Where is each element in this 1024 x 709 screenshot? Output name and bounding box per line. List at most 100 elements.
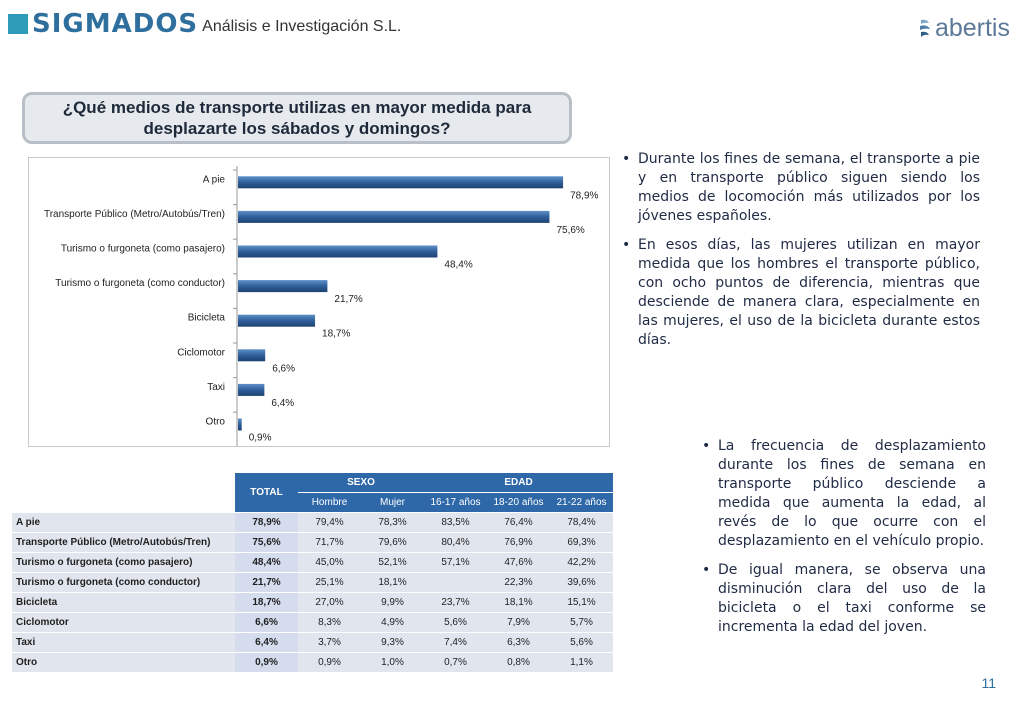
logo-text: SIGMADOS bbox=[32, 9, 199, 39]
table-cell: 83,5% bbox=[424, 512, 487, 533]
table-cell: 57,1% bbox=[424, 552, 487, 573]
table-cell: 76,4% bbox=[487, 512, 550, 533]
table-cell: 22,3% bbox=[487, 572, 550, 593]
bar bbox=[238, 383, 265, 396]
category-label: Transporte Público (Metro/Autobús/Tren) bbox=[44, 209, 225, 220]
abertis-wordmark: abertis bbox=[934, 14, 1010, 42]
row-label: Turismo o furgoneta (como conductor) bbox=[12, 572, 235, 593]
bar bbox=[238, 210, 550, 223]
cell-total: 18,7% bbox=[235, 592, 298, 613]
table-cell: 79,4% bbox=[298, 512, 361, 533]
value-label: 18,7% bbox=[322, 329, 350, 340]
bar bbox=[238, 418, 242, 431]
row-label: Otro bbox=[12, 652, 235, 673]
row-label: Taxi bbox=[12, 632, 235, 653]
table-cell: 18,1% bbox=[487, 592, 550, 613]
bullets-top: Durante los fines de semana, el transpor… bbox=[620, 150, 980, 360]
bar bbox=[238, 245, 438, 258]
table-cell: 42,2% bbox=[550, 552, 613, 573]
table-cell: 9,3% bbox=[361, 632, 424, 653]
sigmados-logo: SIGMADOS Análisis e Investigación S.L. bbox=[8, 9, 402, 39]
table-cell: 9,9% bbox=[361, 592, 424, 613]
table-cell bbox=[424, 572, 487, 593]
bar-chart-svg: A pie 78,9% Transporte Público (Metro/Auto… bbox=[44, 166, 599, 446]
bar bbox=[238, 176, 564, 189]
row-label: Transporte Público (Metro/Autobús/Tren) bbox=[12, 532, 235, 553]
table-cell: 0,8% bbox=[487, 652, 550, 673]
table-cell: 0,9% bbox=[298, 652, 361, 673]
table-cell: 3,7% bbox=[298, 632, 361, 653]
table-cell: 15,1% bbox=[550, 592, 613, 613]
bullets-bottom: La frecuencia de desplazamiento durante … bbox=[700, 437, 986, 647]
subheader-mujer: Mujer bbox=[361, 492, 424, 513]
subheader-18-20: 18-20 años bbox=[487, 492, 550, 513]
category-label: Turismo o furgoneta (como pasajero) bbox=[61, 244, 225, 255]
table-cell: 79,6% bbox=[361, 532, 424, 553]
table-cell: 25,1% bbox=[298, 572, 361, 593]
table-cell: 5,6% bbox=[424, 612, 487, 633]
page-number: 11 bbox=[981, 675, 996, 691]
category-label: A pie bbox=[203, 174, 226, 185]
table-row: Transporte Público (Metro/Autobús/Tren) 7… bbox=[12, 532, 613, 553]
cell-total: 78,9% bbox=[235, 512, 298, 533]
subheader-16-17: 16-17 años bbox=[424, 492, 487, 513]
cell-total: 6,6% bbox=[235, 612, 298, 633]
value-label: 6,4% bbox=[271, 398, 294, 409]
bar bbox=[238, 349, 266, 362]
table-cell: 80,4% bbox=[424, 532, 487, 553]
logo-square-icon bbox=[8, 14, 28, 34]
header-sexo: SEXO bbox=[298, 473, 424, 493]
table-cell: 47,6% bbox=[487, 552, 550, 573]
abertis-mark-icon bbox=[919, 19, 930, 37]
table-row: Taxi 6,4% 3,7% 9,3% 7,4% 6,3% 5,6% bbox=[12, 632, 613, 653]
row-label: Turismo o furgoneta (como pasajero) bbox=[12, 552, 235, 573]
table-cell: 7,9% bbox=[487, 612, 550, 633]
subheader-21-22: 21-22 años bbox=[550, 492, 613, 513]
table-row: Turismo o furgoneta (como pasajero) 48,4%… bbox=[12, 552, 613, 573]
category-label: Taxi bbox=[207, 382, 225, 393]
question-text: ¿Qué medios de transporte utilizas en ma… bbox=[62, 98, 532, 138]
category-label: Bicicleta bbox=[188, 313, 226, 324]
header-total: TOTAL bbox=[235, 473, 298, 513]
bullet-item: Durante los fines de semana, el transpor… bbox=[620, 150, 980, 226]
table-row: Ciclomotor 6,6% 8,3% 4,9% 5,6% 7,9% 5,7% bbox=[12, 612, 613, 633]
bar bbox=[238, 314, 316, 327]
bullet-item: La frecuencia de desplazamiento durante … bbox=[700, 437, 986, 551]
cell-total: 48,4% bbox=[235, 552, 298, 573]
value-label: 78,9% bbox=[570, 190, 598, 201]
abertis-logo: abertis bbox=[918, 14, 1010, 43]
row-label: Ciclomotor bbox=[12, 612, 235, 633]
cell-total: 21,7% bbox=[235, 572, 298, 593]
table-row: Bicicleta 18,7% 27,0% 9,9% 23,7% 18,1% 15,1% bbox=[12, 592, 613, 613]
row-label: A pie bbox=[12, 512, 235, 533]
bullet-item: De igual manera, se observa una disminuc… bbox=[700, 561, 986, 637]
table-cell: 23,7% bbox=[424, 592, 487, 613]
table-cell: 4,9% bbox=[361, 612, 424, 633]
table-cell: 76,9% bbox=[487, 532, 550, 553]
table-cell: 39,6% bbox=[550, 572, 613, 593]
subheader-hombre: Hombre bbox=[298, 492, 361, 513]
header-edad: EDAD bbox=[424, 473, 613, 493]
value-label: 48,4% bbox=[444, 260, 472, 271]
table-row: A pie 78,9% 79,4% 78,3% 83,5% 76,4% 78,4% bbox=[12, 512, 613, 533]
table-corner bbox=[12, 473, 235, 513]
results-table: TOTAL SEXO EDAD Hombre Mujer 16-17 años … bbox=[12, 473, 613, 673]
value-label: 0,9% bbox=[249, 433, 272, 444]
category-label: Turismo o furgoneta (como conductor) bbox=[55, 278, 225, 289]
table-cell: 0,7% bbox=[424, 652, 487, 673]
table-cell: 8,3% bbox=[298, 612, 361, 633]
category-label: Otro bbox=[206, 417, 226, 428]
table-row: Otro 0,9% 0,9% 1,0% 0,7% 0,8% 1,1% bbox=[12, 652, 613, 673]
value-label: 6,6% bbox=[272, 363, 295, 374]
table-cell: 5,7% bbox=[550, 612, 613, 633]
question-box: ¿Qué medios de transporte utilizas en ma… bbox=[22, 92, 572, 144]
cell-total: 75,6% bbox=[235, 532, 298, 553]
cell-total: 6,4% bbox=[235, 632, 298, 653]
bar-chart: A pie 78,9% Transporte Público (Metro/Auto… bbox=[28, 157, 610, 447]
table-cell: 7,4% bbox=[424, 632, 487, 653]
value-label: 75,6% bbox=[556, 225, 584, 236]
table-cell: 1,1% bbox=[550, 652, 613, 673]
logo-subtitle: Análisis e Investigación S.L. bbox=[202, 18, 402, 35]
value-label: 21,7% bbox=[334, 294, 362, 305]
table-cell: 5,6% bbox=[550, 632, 613, 653]
